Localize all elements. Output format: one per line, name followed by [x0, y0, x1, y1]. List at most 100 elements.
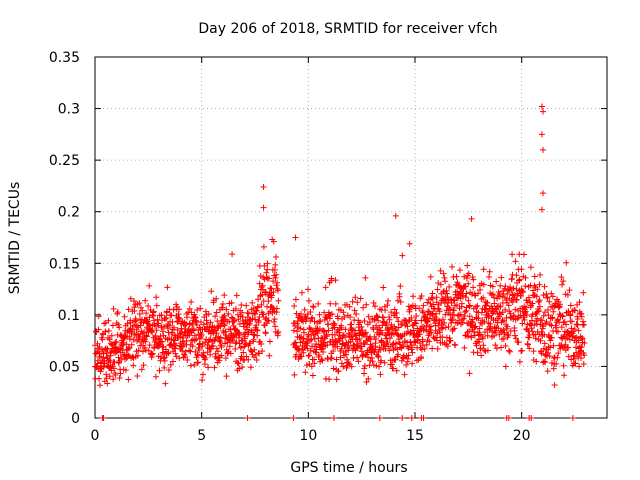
data-point [424, 299, 431, 306]
data-point [363, 301, 370, 308]
data-point [291, 303, 298, 310]
data-point [465, 297, 472, 304]
data-point [176, 355, 183, 362]
data-point [568, 318, 575, 325]
data-point [406, 240, 413, 247]
data-point [378, 357, 385, 364]
data-point [273, 271, 280, 278]
data-point [509, 251, 516, 258]
data-point [259, 348, 266, 355]
data-point [463, 290, 470, 297]
data-point [580, 322, 587, 329]
data-point [394, 297, 401, 304]
data-point [416, 305, 423, 312]
data-point [261, 262, 268, 269]
data-point [466, 303, 473, 310]
data-point [429, 345, 436, 352]
data-point [395, 351, 402, 358]
data-point [571, 326, 578, 333]
data-point [305, 297, 312, 304]
data-point [328, 311, 335, 318]
data-point [268, 292, 275, 299]
data-point [347, 314, 354, 321]
data-point [172, 345, 179, 352]
data-point [569, 415, 576, 421]
data-point [554, 316, 561, 323]
data-point [169, 358, 176, 365]
data-point [188, 299, 195, 306]
data-point [490, 332, 497, 339]
data-point [493, 306, 500, 313]
data-point [411, 338, 418, 345]
data-point [96, 375, 103, 382]
data-point [296, 347, 303, 354]
data-point [211, 364, 218, 371]
data-point [238, 344, 245, 351]
data-point [484, 332, 491, 339]
data-point [564, 291, 571, 298]
data-point [228, 299, 235, 306]
data-point [475, 290, 482, 297]
data-point [325, 327, 332, 334]
data-point [256, 313, 263, 320]
data-point [161, 357, 168, 364]
data-point [531, 322, 538, 329]
data-point [426, 323, 433, 330]
data-point [310, 304, 317, 311]
data-point [468, 334, 475, 341]
data-point [580, 289, 587, 296]
data-point [268, 285, 275, 292]
data-point [486, 268, 493, 275]
data-point [538, 206, 545, 213]
data-point [463, 304, 470, 311]
data-point [221, 292, 228, 299]
data-point [253, 357, 260, 364]
data-point [427, 300, 434, 307]
data-point [540, 146, 546, 153]
data-point [448, 317, 455, 324]
data-point [387, 335, 394, 342]
data-point [251, 311, 258, 318]
data-point [534, 286, 541, 293]
data-point [505, 347, 512, 354]
data-point [343, 351, 350, 358]
data-point [559, 281, 566, 288]
data-point [433, 316, 440, 323]
data-point [576, 363, 583, 370]
data-point [533, 358, 540, 365]
data-point [179, 343, 186, 350]
data-point [506, 348, 513, 355]
data-point [223, 306, 230, 313]
data-point [476, 325, 483, 332]
data-point [138, 366, 145, 373]
data-point [412, 320, 419, 327]
data-point [318, 356, 325, 363]
data-point [234, 360, 241, 367]
data-point [335, 368, 342, 375]
data-point [156, 343, 163, 350]
data-point [441, 274, 448, 281]
data-point [428, 323, 434, 330]
data-point [436, 308, 443, 315]
data-point [311, 360, 318, 367]
x-tick-label: 15 [406, 428, 424, 444]
data-point [484, 347, 491, 354]
data-point [260, 243, 267, 250]
y-tick-label: 0.35 [49, 50, 80, 66]
data-point [438, 325, 445, 332]
data-point [399, 252, 406, 259]
data-point [275, 328, 282, 335]
data-point [393, 314, 400, 321]
data-point [174, 326, 181, 333]
data-point [575, 337, 582, 344]
data-point [473, 308, 480, 315]
data-point [529, 300, 536, 307]
data-point [433, 310, 440, 317]
data-point [243, 302, 250, 309]
data-point [397, 298, 404, 305]
data-point [485, 312, 492, 319]
data-point [214, 348, 221, 355]
data-point [561, 372, 568, 379]
data-point [541, 340, 548, 347]
x-tick-label: 5 [197, 428, 206, 444]
